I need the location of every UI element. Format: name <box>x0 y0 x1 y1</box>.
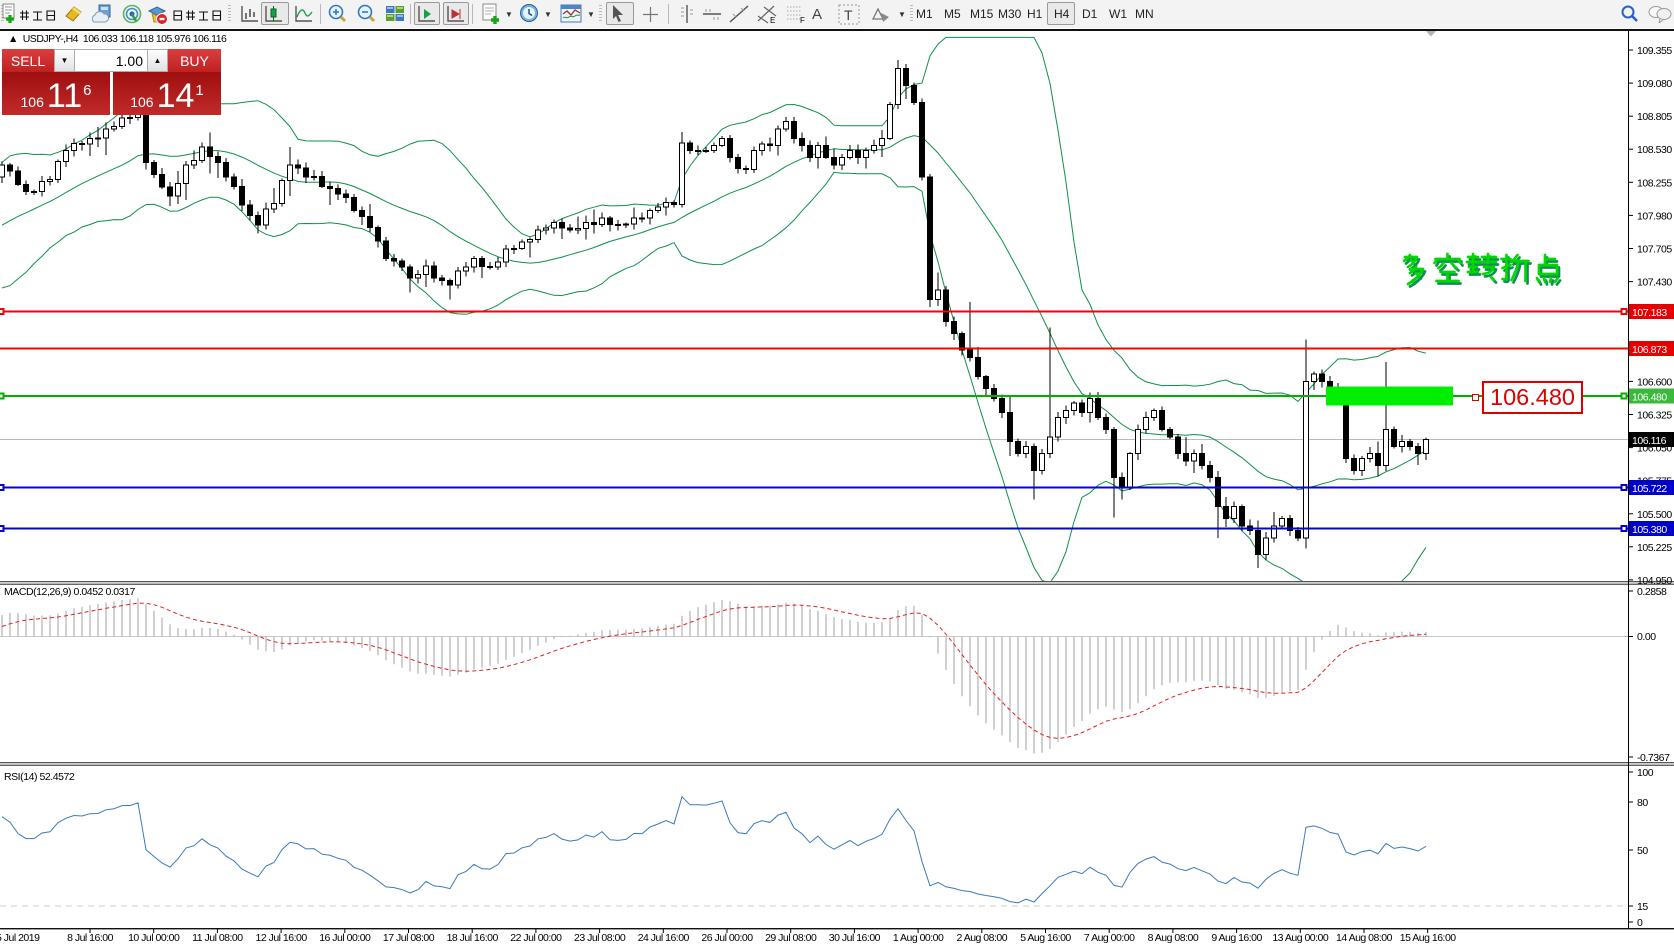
svg-text:5 Aug 16:00: 5 Aug 16:00 <box>1020 932 1071 944</box>
svg-text:107.980: 107.980 <box>1637 210 1672 222</box>
svg-text:1 Aug 00:00: 1 Aug 00:00 <box>893 932 944 944</box>
svg-text:2 Aug 08:00: 2 Aug 08:00 <box>957 932 1008 944</box>
svg-text:13 Aug 00:00: 13 Aug 00:00 <box>1272 932 1329 944</box>
svg-text:0.00: 0.00 <box>1637 631 1656 643</box>
svg-text:F: F <box>800 16 805 24</box>
svg-text:24 Jul 16:00: 24 Jul 16:00 <box>638 932 690 944</box>
svg-text:105.722: 105.722 <box>1632 483 1667 495</box>
svg-text:104.950: 104.950 <box>1637 575 1672 587</box>
svg-text:12 Jul 16:00: 12 Jul 16:00 <box>255 932 307 944</box>
svg-text:7 Aug 00:00: 7 Aug 00:00 <box>1084 932 1135 944</box>
svg-text:22 Jul 00:00: 22 Jul 00:00 <box>510 932 562 944</box>
svg-text:30 Jul 16:00: 30 Jul 16:00 <box>829 932 881 944</box>
svg-text:15: 15 <box>1637 901 1648 913</box>
svg-text:10 Jul 00:00: 10 Jul 00:00 <box>128 932 180 944</box>
svg-text:50: 50 <box>1637 845 1648 857</box>
svg-text:5 Jul 2019: 5 Jul 2019 <box>0 932 40 944</box>
svg-text:14 Aug 08:00: 14 Aug 08:00 <box>1336 932 1393 944</box>
svg-text:23 Jul 08:00: 23 Jul 08:00 <box>574 932 626 944</box>
svg-text:109.355: 109.355 <box>1637 45 1672 57</box>
svg-text:108.255: 108.255 <box>1637 177 1672 189</box>
svg-text:107.705: 107.705 <box>1637 244 1672 256</box>
svg-text:8 Aug 08:00: 8 Aug 08:00 <box>1148 932 1199 944</box>
svg-text:108.805: 108.805 <box>1637 111 1672 123</box>
svg-text:RSI(14) 52.4572: RSI(14) 52.4572 <box>4 771 75 783</box>
svg-text:80: 80 <box>1637 797 1648 809</box>
svg-text:16 Jul 00:00: 16 Jul 00:00 <box>319 932 371 944</box>
svg-text:9 Aug 16:00: 9 Aug 16:00 <box>1211 932 1262 944</box>
svg-text:106.873: 106.873 <box>1632 344 1667 356</box>
svg-text:106.116: 106.116 <box>1632 435 1667 447</box>
svg-text:106.600: 106.600 <box>1637 376 1672 388</box>
svg-text:0: 0 <box>1637 917 1643 929</box>
svg-text:107.430: 107.430 <box>1637 277 1672 289</box>
svg-text:E: E <box>770 16 775 24</box>
svg-text:100: 100 <box>1637 767 1654 779</box>
svg-text:109.080: 109.080 <box>1637 78 1672 90</box>
svg-text:105.500: 105.500 <box>1637 509 1672 521</box>
svg-text:107.183: 107.183 <box>1632 307 1667 319</box>
svg-text:26 Jul 00:00: 26 Jul 00:00 <box>701 932 753 944</box>
svg-text:29 Jul 08:00: 29 Jul 08:00 <box>765 932 817 944</box>
svg-text:108.530: 108.530 <box>1637 144 1672 156</box>
svg-text:18 Jul 16:00: 18 Jul 16:00 <box>447 932 499 944</box>
svg-text:17 Jul 08:00: 17 Jul 08:00 <box>383 932 435 944</box>
svg-text:106.325: 106.325 <box>1637 410 1672 422</box>
svg-text:T: T <box>844 7 853 23</box>
svg-text:15 Aug 16:00: 15 Aug 16:00 <box>1400 932 1457 944</box>
svg-text:105.380: 105.380 <box>1632 524 1667 536</box>
svg-text:0.2858: 0.2858 <box>1637 586 1667 598</box>
svg-text:-0.7367: -0.7367 <box>1637 752 1670 764</box>
svg-text:106.480: 106.480 <box>1632 392 1667 404</box>
svg-text:11 Jul 08:00: 11 Jul 08:00 <box>192 932 243 944</box>
svg-text:MACD(12,26,9) 0.0452 0.0317: MACD(12,26,9) 0.0452 0.0317 <box>4 586 135 598</box>
svg-text:105.225: 105.225 <box>1637 542 1672 554</box>
svg-text:8 Jul 16:00: 8 Jul 16:00 <box>67 932 114 944</box>
